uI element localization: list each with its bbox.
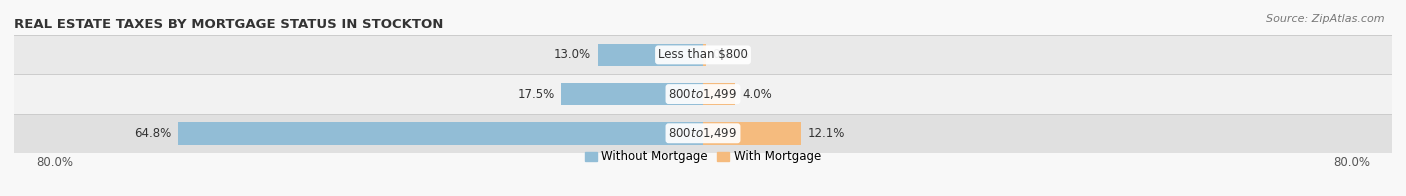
Text: Source: ZipAtlas.com: Source: ZipAtlas.com: [1267, 14, 1385, 24]
Legend: Without Mortgage, With Mortgage: Without Mortgage, With Mortgage: [581, 146, 825, 168]
Text: Less than $800: Less than $800: [658, 48, 748, 61]
Bar: [703, 122, 801, 145]
Bar: [561, 83, 703, 105]
Text: 64.8%: 64.8%: [134, 127, 172, 140]
Bar: [598, 44, 703, 66]
Text: $800 to $1,499: $800 to $1,499: [668, 87, 738, 101]
Bar: [0, 114, 1406, 153]
Text: 4.0%: 4.0%: [742, 88, 772, 101]
Bar: [177, 122, 703, 145]
Bar: [703, 44, 706, 66]
Text: REAL ESTATE TAXES BY MORTGAGE STATUS IN STOCKTON: REAL ESTATE TAXES BY MORTGAGE STATUS IN …: [14, 18, 443, 31]
Text: 13.0%: 13.0%: [554, 48, 591, 61]
Text: 0.31%: 0.31%: [711, 48, 749, 61]
Bar: [0, 35, 1406, 74]
Text: 12.1%: 12.1%: [807, 127, 845, 140]
Bar: [703, 83, 735, 105]
Bar: [0, 74, 1406, 114]
Text: $800 to $1,499: $800 to $1,499: [668, 126, 738, 140]
Text: 17.5%: 17.5%: [517, 88, 555, 101]
